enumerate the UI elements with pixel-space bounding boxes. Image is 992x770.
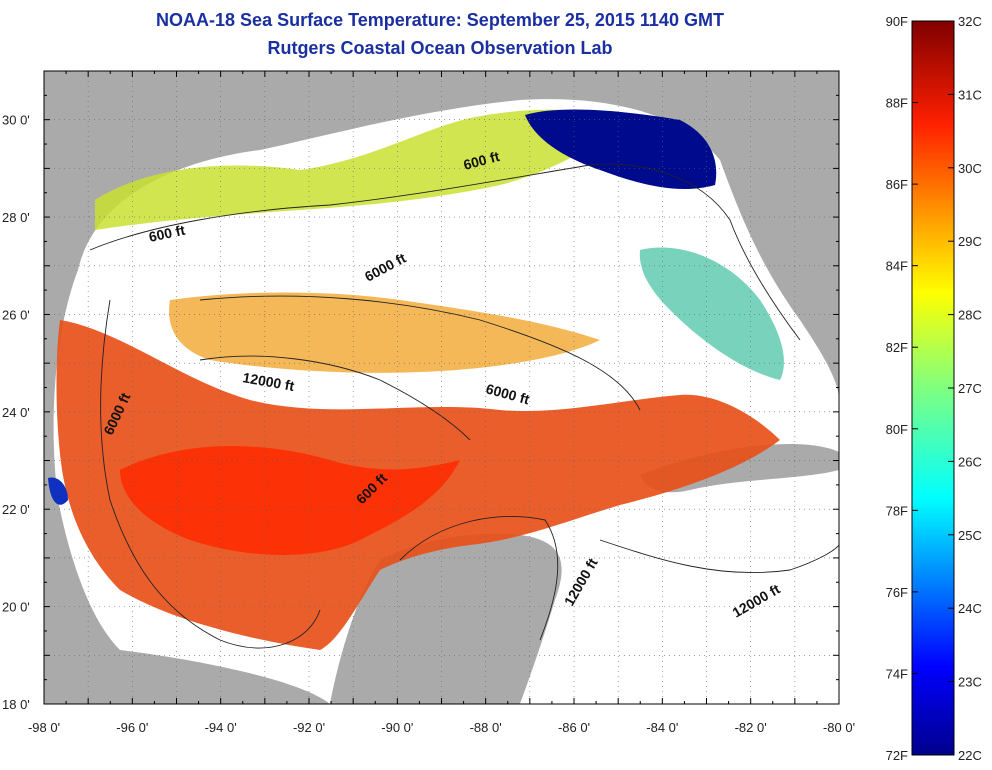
contour-600ft xyxy=(89,163,801,341)
lon-tick-label: -80 0' xyxy=(823,720,855,735)
lon-tick-label: -84 0' xyxy=(646,720,678,735)
celsius-label: 23C xyxy=(958,675,982,690)
contour-600ft-yucatan xyxy=(399,515,559,641)
contour-label: 600 ft xyxy=(147,222,186,245)
lon-tick-label: -82 0' xyxy=(735,720,767,735)
colorbar xyxy=(911,20,955,756)
lon-tick-label: -94 0' xyxy=(205,720,237,735)
lon-tick-label: -96 0' xyxy=(116,720,148,735)
lat-tick-label: 22 0' xyxy=(2,502,30,517)
fahrenheit-label: 80F xyxy=(886,422,908,437)
contour-6000ft xyxy=(100,299,321,649)
lat-tick-label: 28 0' xyxy=(2,210,30,225)
sst-hot-core xyxy=(120,446,460,555)
celsius-label: 26C xyxy=(958,454,982,469)
celsius-label: 32C xyxy=(958,14,982,29)
lat-tick-label: 18 0' xyxy=(2,697,30,712)
fahrenheit-label: 78F xyxy=(886,503,908,518)
celsius-label: 27C xyxy=(958,381,982,396)
lat-tick-label: 26 0' xyxy=(2,307,30,322)
colorbar-ticks xyxy=(912,20,954,756)
lon-tick-label: -92 0' xyxy=(293,720,325,735)
sst-north-shelf xyxy=(95,109,640,230)
contour-6000ft-b xyxy=(199,295,641,411)
fahrenheit-label: 90F xyxy=(886,14,908,29)
lon-tick-label: -88 0' xyxy=(470,720,502,735)
celsius-label: 24C xyxy=(958,601,982,616)
celsius-label: 22C xyxy=(958,748,982,763)
celsius-label: 28C xyxy=(958,308,982,323)
sst-cool-patch-west xyxy=(48,477,68,505)
lon-tick-label: -98 0' xyxy=(28,720,60,735)
lat-tick-label: 20 0' xyxy=(2,600,30,615)
map-subtitle: Rutgers Coastal Ocean Observation Lab xyxy=(267,38,613,58)
map-title: NOAA-18 Sea Surface Temperature: Septemb… xyxy=(156,10,724,30)
lon-tick-label: -90 0' xyxy=(381,720,413,735)
celsius-label: 29C xyxy=(958,234,982,249)
celsius-label: 30C xyxy=(958,161,982,176)
contour-12000ft xyxy=(199,355,471,441)
sst-cool-patch xyxy=(525,109,717,190)
celsius-label: 31C xyxy=(958,87,982,102)
axis-ticks xyxy=(43,70,840,705)
lon-tick-label: -86 0' xyxy=(558,720,590,735)
yucatan-land xyxy=(330,533,562,704)
axis-tick-labels: -98 0' -96 0' -94 0' -92 0' -90 0' -88 0' -86 … xyxy=(2,113,855,735)
fahrenheit-label: 72F xyxy=(886,748,908,763)
fahrenheit-label: 76F xyxy=(886,585,908,600)
map-grid xyxy=(44,71,839,704)
fahrenheit-label: 82F xyxy=(886,340,908,355)
fahrenheit-label: 84F xyxy=(886,259,908,274)
lat-tick-label: 30 0' xyxy=(2,113,30,128)
fahrenheit-label: 74F xyxy=(886,666,908,681)
fahrenheit-label: 86F xyxy=(886,177,908,192)
florida-land xyxy=(740,71,839,340)
sst-mid-region xyxy=(169,292,600,373)
lat-tick-label: 24 0' xyxy=(2,405,30,420)
caribbean-water-cloud xyxy=(560,470,839,704)
fahrenheit-label: 88F xyxy=(886,96,908,111)
bathymetry-contours xyxy=(89,163,839,649)
celsius-label: 25C xyxy=(958,528,982,543)
contour-12000ft-carib xyxy=(599,539,839,574)
colorbar-labels: 32C 31C 30C 29C 28C 27C 26C 25C 24C 23C 22C 90F 88F 8… xyxy=(886,14,982,763)
sst-east-shelf xyxy=(639,247,784,380)
